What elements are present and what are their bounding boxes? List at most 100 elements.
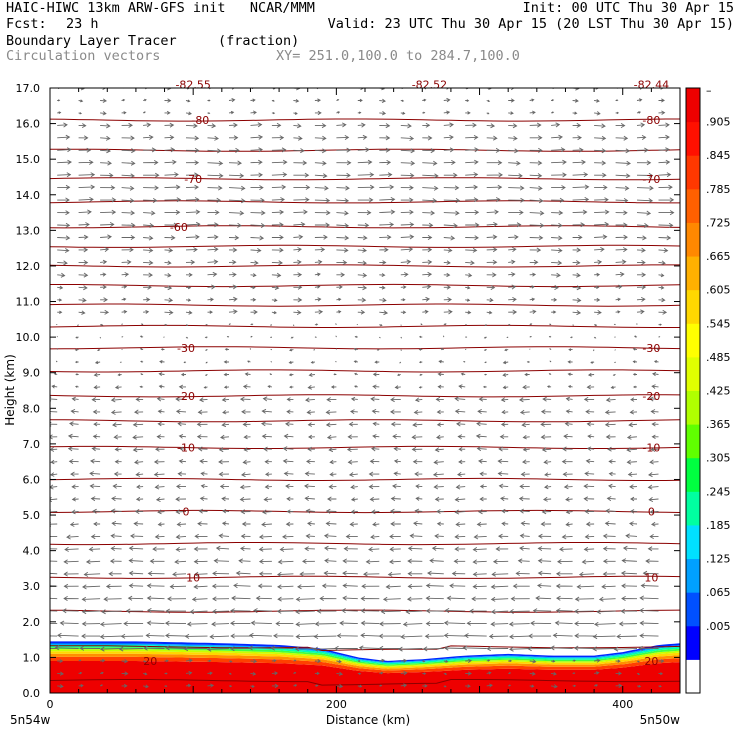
field-unit: (fraction) [218, 33, 300, 49]
wind-vector [326, 434, 337, 440]
wind-vector [257, 583, 272, 589]
wind-vector [498, 483, 509, 489]
wind-vector [604, 422, 616, 428]
wind-vector [486, 112, 490, 115]
wind-vector [615, 222, 628, 228]
wind-vector [551, 222, 563, 228]
wind-vector [508, 98, 515, 103]
wind-vector [164, 209, 181, 215]
wind-vector [658, 247, 669, 253]
wind-vector [639, 595, 659, 601]
y-tick-label: 5.0 [23, 509, 41, 522]
wind-vector [293, 272, 303, 278]
wind-vector [164, 297, 174, 303]
wind-vector [548, 373, 552, 375]
wind-vector [175, 546, 187, 552]
wind-vector [207, 123, 217, 129]
wind-vector [574, 596, 595, 602]
wind-vector [399, 361, 402, 364]
wind-vector [357, 672, 362, 675]
wind-vector [572, 197, 590, 202]
wind-vector [314, 160, 327, 166]
wind-vector [212, 609, 230, 614]
wind-vector [143, 260, 154, 266]
wind-vector [457, 471, 466, 477]
wind-vector [486, 247, 498, 253]
wind-vector [376, 348, 380, 351]
wind-vector [164, 197, 182, 203]
wind-vector [443, 247, 453, 253]
wind-vector [261, 421, 272, 427]
wind-vector [551, 285, 559, 290]
wind-vector [336, 260, 348, 265]
wind-vector [594, 111, 601, 116]
wind-vector [271, 122, 282, 128]
wind-vector [542, 396, 552, 402]
wind-vector [145, 633, 165, 638]
wind-vector [110, 533, 122, 539]
colorbar-segment [686, 88, 700, 123]
y-tick-label: 3.0 [23, 580, 41, 593]
wind-vector [74, 360, 79, 364]
wind-vector [422, 98, 427, 102]
wind-vector [78, 147, 92, 153]
colorbar-label: .365 [706, 418, 731, 431]
wind-vector [570, 336, 573, 339]
wind-vector [342, 595, 358, 601]
wind-vector [221, 422, 230, 428]
wind-vector [221, 521, 230, 526]
wind-vector [639, 620, 659, 626]
wind-vector [228, 97, 236, 103]
wind-vector [354, 372, 358, 376]
wind-vector [508, 323, 511, 326]
wind-vector [476, 421, 487, 427]
wind-vector [629, 409, 638, 415]
wind-vector [551, 260, 563, 266]
wind-vector [454, 546, 466, 552]
wind-vector [327, 496, 337, 502]
wind-vector [155, 497, 165, 503]
wind-vector [443, 620, 466, 626]
wind-vector [630, 509, 638, 514]
wind-vector [434, 496, 444, 502]
wind-vector [522, 447, 530, 452]
wind-vector [501, 409, 509, 415]
wind-vector [207, 659, 212, 663]
wind-vector [486, 209, 499, 215]
wind-vector [529, 198, 544, 204]
colorbar-segment [686, 424, 700, 459]
wind-vector [650, 446, 659, 452]
wind-vector [255, 595, 272, 601]
wind-vector [555, 571, 573, 577]
wind-vector [636, 198, 654, 204]
wind-vector [175, 496, 187, 502]
wind-vector [602, 533, 616, 539]
wind-vector [160, 348, 165, 351]
wind-vector [143, 645, 165, 651]
wind-vector [615, 683, 623, 688]
wind-vector [601, 584, 616, 590]
wind-vector [339, 620, 358, 626]
wind-vector [50, 610, 58, 612]
wind-vector [456, 421, 466, 427]
wind-vector [508, 621, 530, 627]
wind-vector [407, 571, 423, 577]
wind-vector [594, 98, 600, 103]
wind-vector [637, 88, 643, 90]
x-tick-label: 0 [47, 698, 54, 711]
wind-vector [438, 359, 444, 364]
wind-vector [207, 173, 224, 179]
colorbar-segment [686, 155, 700, 190]
wind-vector [243, 447, 251, 452]
wind-vector [658, 685, 662, 688]
wind-vector [342, 570, 358, 576]
wind-vector [83, 571, 101, 577]
wind-vector [132, 434, 144, 440]
colorbar-segment [686, 222, 700, 257]
wind-vector [71, 484, 79, 489]
wind-vector [204, 336, 208, 339]
wind-vector [67, 446, 79, 452]
wind-vector [314, 135, 327, 141]
wind-vector [183, 646, 208, 652]
wind-vector [100, 148, 111, 154]
